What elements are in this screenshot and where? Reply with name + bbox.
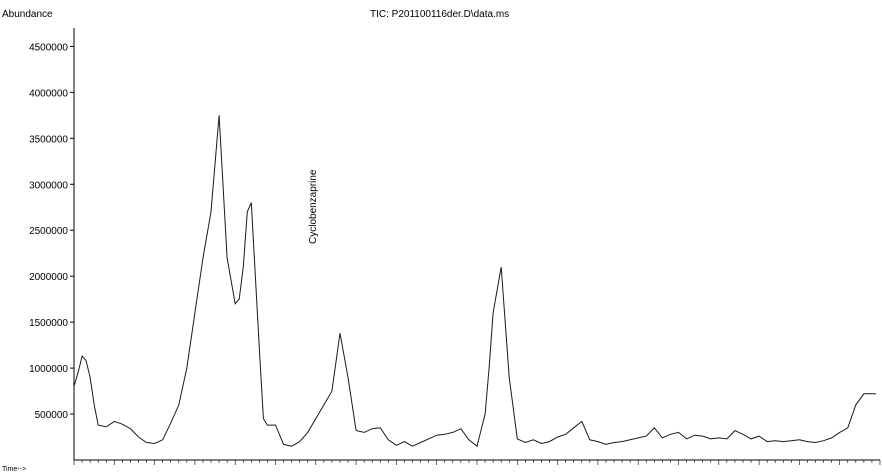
- peak-annotation-cyclobenzaprine: Cyclobenzaprine: [308, 169, 319, 244]
- tic-series-line: [73, 115, 876, 448]
- y-tick-label: 3000000: [29, 180, 68, 191]
- x-axis-ticks: [73, 460, 881, 465]
- y-tick-label: 1000000: [29, 364, 68, 375]
- y-tick-label: 2000000: [29, 272, 68, 283]
- y-tick-label: 2500000: [29, 226, 68, 237]
- y-tick-label: 4000000: [29, 88, 68, 99]
- y-tick-label: 500000: [35, 410, 69, 421]
- x-axis-label: Time-->: [2, 466, 26, 473]
- chart-title: TIC: P201100116der.D\data.ms: [370, 9, 509, 20]
- y-axis-ticks: 500000 1000000 1500000 2000000 2500000 300000…: [29, 42, 74, 421]
- y-tick-label: 1500000: [29, 318, 68, 329]
- y-tick-label: 3500000: [29, 134, 68, 145]
- y-axis-label: Abundance: [2, 9, 53, 20]
- y-tick-label: 4500000: [29, 42, 68, 53]
